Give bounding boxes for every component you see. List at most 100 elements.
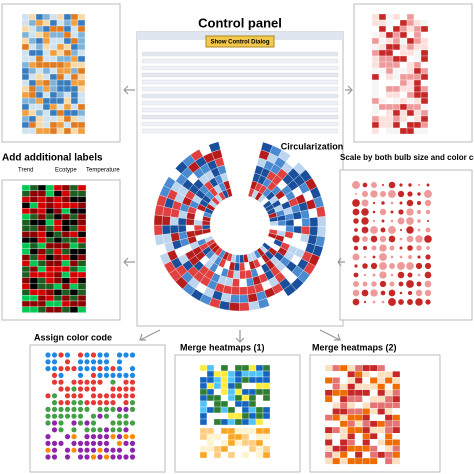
- heatmap-cell: [29, 225, 39, 232]
- bubble: [416, 281, 422, 287]
- heatmap-cell: [369, 395, 378, 403]
- bubble: [381, 219, 385, 223]
- heatmap-cell: [37, 213, 47, 220]
- heatmap-cell: [21, 242, 31, 249]
- heatmap-cell: [63, 109, 72, 117]
- dot: [58, 406, 64, 412]
- heatmap-cell: [53, 266, 63, 273]
- heatmap-cell: [49, 31, 58, 39]
- heatmap-cell: [392, 37, 401, 45]
- heatmap-cell: [347, 426, 356, 434]
- heatmap-cell: [227, 427, 236, 435]
- dot: [71, 393, 77, 399]
- heatmap-cell: [413, 115, 422, 123]
- bubble: [362, 236, 368, 242]
- heatmap-cell: [69, 242, 79, 249]
- heatmap-cell: [413, 79, 422, 87]
- dot: [90, 352, 97, 358]
- heatmap-cell: [77, 61, 86, 69]
- dot: [58, 372, 64, 378]
- heatmap-cell: [406, 121, 415, 129]
- control-row: [141, 58, 339, 64]
- heatmap-cell: [420, 73, 429, 81]
- heatmap-cell: [406, 67, 415, 75]
- heatmap-cell: [234, 451, 243, 459]
- heatmap-cell: [28, 19, 37, 27]
- heatmap-cell: [227, 412, 236, 420]
- heatmap-cell: [77, 19, 86, 27]
- dot: [129, 386, 136, 392]
- heatmap-cell: [35, 31, 44, 39]
- ring-cell: [248, 300, 260, 311]
- heatmap-cell: [354, 408, 363, 415]
- heatmap-cell: [371, 19, 380, 27]
- dot: [84, 434, 90, 440]
- bubble: [399, 237, 403, 241]
- dot: [110, 372, 116, 378]
- heatmap-cell: [45, 196, 55, 203]
- heatmap-cell: [362, 420, 371, 428]
- heatmap-cell: [362, 377, 371, 384]
- heatmap-cell: [377, 402, 386, 409]
- heatmap-cell: [234, 439, 243, 447]
- bubble: [406, 208, 414, 216]
- heatmap-cell: [392, 43, 401, 51]
- heatmap-cell: [77, 49, 86, 57]
- heatmap-cell: [248, 382, 257, 390]
- heatmap-cell: [70, 55, 79, 63]
- heatmap-cell: [21, 31, 30, 39]
- heatmap-cell: [42, 67, 51, 75]
- heatmap-cell: [42, 91, 51, 99]
- heatmap-cell: [255, 382, 264, 390]
- dot: [129, 366, 136, 372]
- heatmap-cell: [384, 451, 393, 459]
- dot: [77, 372, 84, 378]
- heatmap-cell: [45, 208, 55, 215]
- bubble: [363, 273, 367, 277]
- show-dialog-button[interactable]: [205, 35, 275, 48]
- heatmap-cell: [63, 19, 72, 27]
- heatmap-cell: [248, 433, 257, 441]
- side-label: Scale by both bulb size and color code: [340, 153, 474, 162]
- heatmap-cell: [234, 412, 243, 420]
- heatmap-cell: [384, 402, 393, 409]
- heatmap-cell: [21, 289, 31, 296]
- heatmap-cell: [53, 271, 63, 278]
- dot: [123, 352, 129, 358]
- heatmap-cell: [45, 219, 55, 226]
- heatmap-cell: [399, 97, 408, 105]
- bubble: [406, 199, 414, 207]
- heatmap-cell: [413, 85, 422, 93]
- heatmap-cell: [384, 395, 393, 403]
- heatmap-cell: [384, 377, 393, 384]
- dot: [129, 454, 136, 460]
- heatmap-cell: [385, 103, 394, 111]
- heatmap-cell: [332, 395, 341, 403]
- heatmap-cell: [339, 433, 348, 440]
- heatmap-cell: [199, 406, 208, 414]
- dot: [77, 386, 84, 392]
- dot: [45, 454, 51, 460]
- heatmap-cell: [378, 127, 387, 135]
- heatmap-cell: [29, 283, 39, 290]
- heatmap-cell: [199, 388, 208, 396]
- arrow: [235, 330, 245, 343]
- heatmap-cell: [413, 109, 422, 117]
- heatmap-cell: [392, 67, 401, 75]
- heatmap-cell: [324, 364, 333, 372]
- heatmap-cell: [28, 91, 37, 99]
- bubble: [352, 298, 360, 306]
- heatmap-cell: [339, 457, 348, 465]
- heatmap-cell: [377, 433, 386, 440]
- heatmap-cell: [241, 418, 250, 426]
- heatmap-cell: [384, 445, 393, 452]
- bubble: [361, 217, 369, 225]
- button-label[interactable]: Show Control Dialog: [211, 40, 270, 46]
- heatmap-cell: [406, 103, 415, 111]
- heatmap-cell: [63, 85, 72, 93]
- heatmap-cell: [28, 55, 37, 63]
- heatmap-cell: [21, 49, 30, 57]
- bubble: [370, 235, 378, 243]
- heatmap-cell: [77, 202, 87, 209]
- heatmap-cell: [77, 67, 86, 75]
